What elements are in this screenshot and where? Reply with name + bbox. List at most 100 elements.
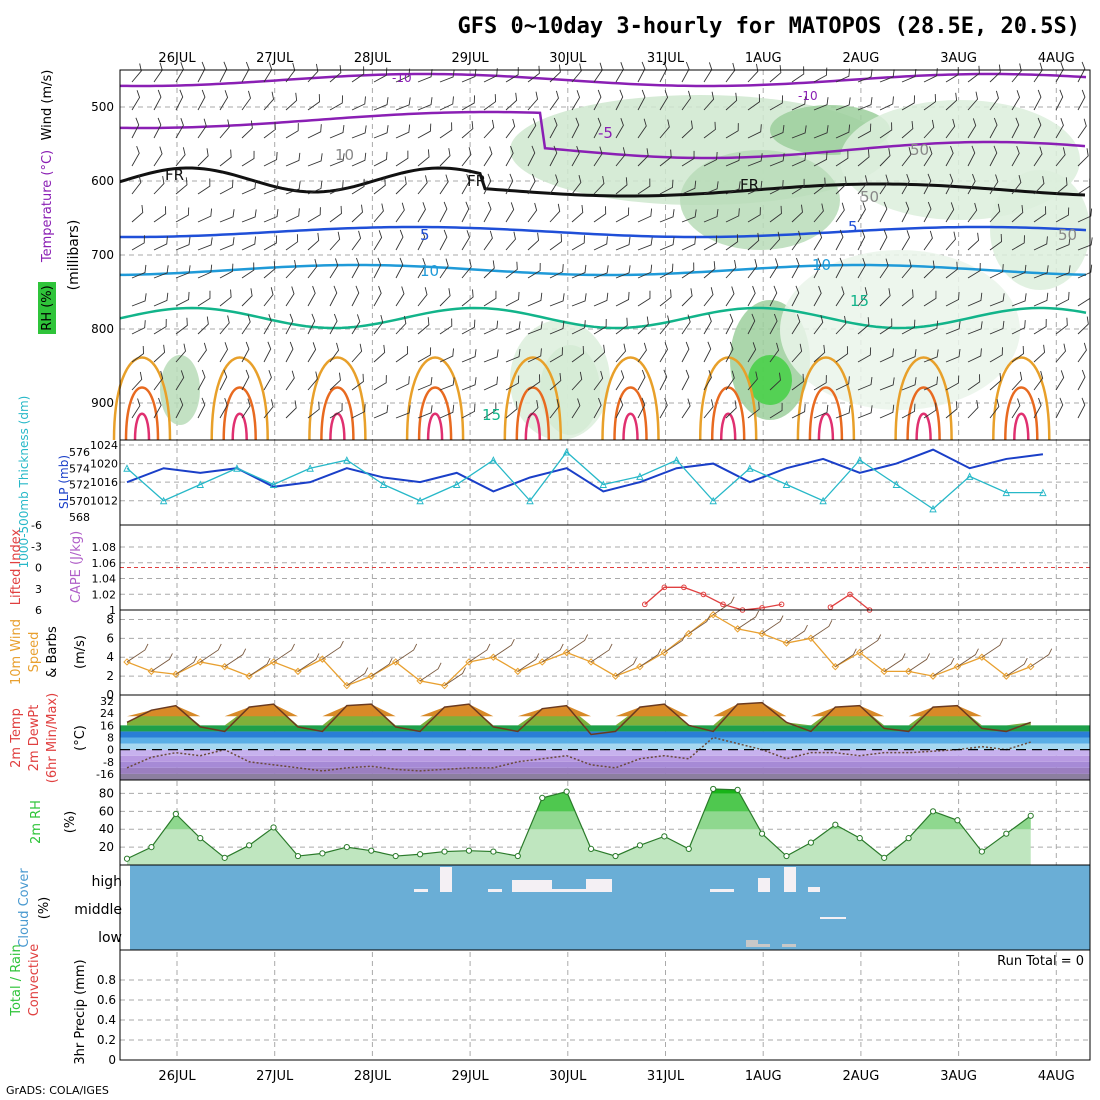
wind-barb	[153, 265, 169, 279]
contour-label: 50	[910, 141, 929, 159]
wind-barb	[637, 61, 646, 83]
wind-barb-10m	[517, 653, 540, 672]
wind-ytick: 2	[106, 669, 114, 683]
wind-barb	[813, 97, 829, 111]
date-label-top: 26JUL	[158, 51, 196, 66]
wind-barb	[417, 287, 428, 307]
wind-barb	[241, 120, 253, 139]
wind-barb	[373, 177, 386, 195]
contour-label: 5	[420, 226, 430, 244]
wind-barb	[439, 229, 448, 251]
wind-barb-10m	[395, 643, 418, 663]
wind-barb	[219, 289, 232, 307]
wind-barb	[197, 208, 213, 223]
wind-barb	[769, 285, 778, 307]
wind-barb	[1077, 290, 1091, 307]
wind-barb	[307, 207, 321, 223]
wind-barb	[329, 402, 343, 419]
wind-barb	[967, 173, 976, 195]
cloud-bar	[784, 867, 796, 892]
wind-barb	[923, 146, 933, 167]
cloud-bar	[414, 889, 428, 892]
wind-barb	[175, 177, 188, 195]
contour-label: FR	[467, 172, 486, 190]
wind-barb	[945, 118, 956, 139]
wind-barb	[725, 370, 735, 391]
date-label-bottom: 4AUG	[1038, 1069, 1075, 1084]
wind-barb	[571, 90, 581, 111]
temp-contour-30	[133, 412, 151, 441]
wind-barb	[637, 118, 647, 139]
rh-marker	[270, 824, 277, 831]
wind-barb	[197, 237, 213, 251]
wind-barb	[945, 375, 960, 391]
temp-contour-30	[231, 412, 248, 441]
wind-barb	[681, 180, 697, 195]
wind-barb	[329, 258, 339, 279]
wind-barb	[901, 173, 910, 195]
wind-barb	[549, 233, 562, 251]
wind-barb	[901, 377, 917, 391]
wind-barb	[505, 375, 520, 391]
date-label-top: 4AUG	[1038, 51, 1075, 66]
rh-marker	[563, 788, 570, 795]
wind-barb	[219, 342, 229, 363]
wind-barb-10m	[566, 634, 589, 653]
wind-barb	[219, 397, 228, 419]
wind-barb	[1011, 63, 1022, 83]
wind-barb	[725, 341, 734, 363]
wind-barb	[351, 204, 363, 223]
wind-barb	[681, 209, 697, 223]
temp-ytick: 24	[100, 707, 114, 720]
wind-barb	[461, 349, 477, 363]
thickness-ytick: 572	[69, 479, 90, 492]
wind-barb	[439, 174, 449, 195]
cloud-background	[130, 865, 1090, 950]
thickness-marker	[269, 480, 278, 488]
wind-barb	[417, 202, 426, 223]
temp-contour-20	[601, 356, 660, 441]
wind-barb	[329, 180, 344, 195]
date-label-bottom: 29JUL	[452, 1069, 490, 1084]
date-label-top: 2AUG	[843, 51, 880, 66]
wind-barb	[923, 402, 937, 419]
wind-barb	[483, 320, 499, 335]
thickness-ytick: 568	[69, 511, 90, 524]
temp-ytick: -8	[103, 756, 114, 769]
wind-barb	[571, 320, 586, 335]
wind-barb	[857, 123, 872, 139]
wind-barb	[945, 231, 956, 251]
wind-barb-10m	[712, 596, 735, 616]
rh-marker	[539, 794, 546, 801]
wind-barb	[307, 258, 318, 279]
wind-barb	[505, 118, 516, 139]
wind-barb	[549, 320, 565, 335]
temp-band	[120, 767, 1090, 774]
precip-ytick: 0.4	[97, 1013, 116, 1027]
cloud-bar	[758, 944, 770, 947]
axes: 26JUL 26JUL 27JUL 27JUL 28JUL 28JUL 29JUL 29JUL…	[9, 51, 1091, 1084]
wind-barb	[791, 178, 805, 195]
wind-barb	[615, 397, 624, 419]
date-label-bottom: 3AUG	[940, 1069, 977, 1084]
rh-marker	[246, 842, 253, 849]
wind-barb	[527, 374, 541, 391]
wind-barb	[549, 90, 559, 111]
wind-barb	[395, 229, 404, 251]
wind-barb	[417, 175, 428, 195]
wind-barb	[351, 152, 367, 167]
wind-barb	[197, 397, 206, 419]
cloud-bar	[820, 917, 846, 919]
thickness-marker	[489, 456, 498, 464]
ylabel-rh-pct: (%)	[63, 811, 78, 834]
wind-barb	[1077, 237, 1093, 251]
rh-marker	[832, 821, 839, 828]
wind-barb	[197, 178, 211, 195]
wind-barb	[241, 341, 250, 363]
wind-barb	[725, 286, 735, 307]
wind-barb	[637, 148, 649, 167]
dewpoint-2m-line	[126, 736, 1031, 772]
wind-barb	[703, 370, 712, 391]
wind-barb	[153, 236, 168, 251]
thickness-marker	[306, 464, 314, 472]
